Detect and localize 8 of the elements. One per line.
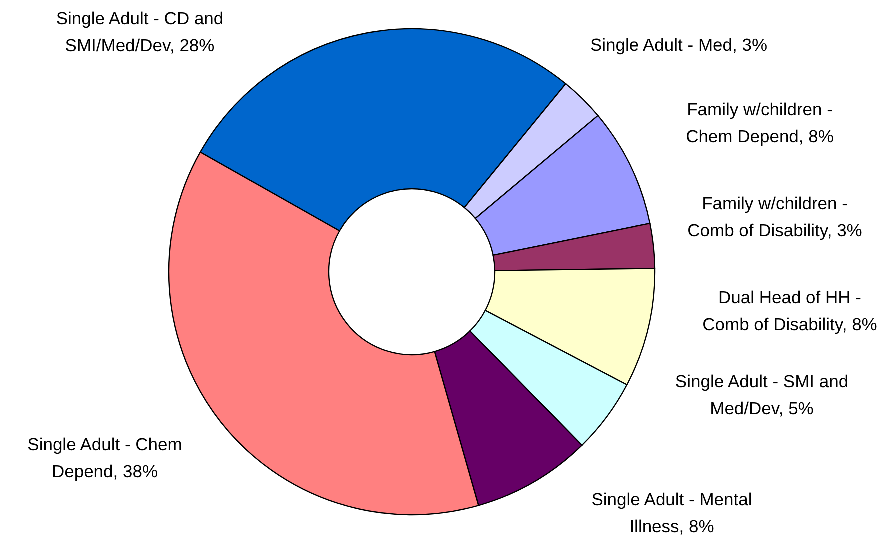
slice-label: Single Adult - Chem Depend, 38% — [28, 434, 182, 482]
slice-label: Single Adult - CD and SMI/Med/Dev, 28% — [56, 8, 224, 56]
slice-label: Dual Head of HH - Comb of Disability, 8% — [702, 287, 878, 334]
slice-label: Single Adult - Med, 3% — [590, 34, 768, 55]
slice-label: Single Adult - Mental Illness, 8% — [592, 489, 752, 536]
slice-label: Family w/children - Comb of Disability, 3% — [688, 193, 862, 240]
slice-label: Family w/children - Chem Depend, 8% — [686, 99, 834, 146]
slice-label: Single Adult - SMI and Med/Dev, 5% — [675, 371, 849, 418]
